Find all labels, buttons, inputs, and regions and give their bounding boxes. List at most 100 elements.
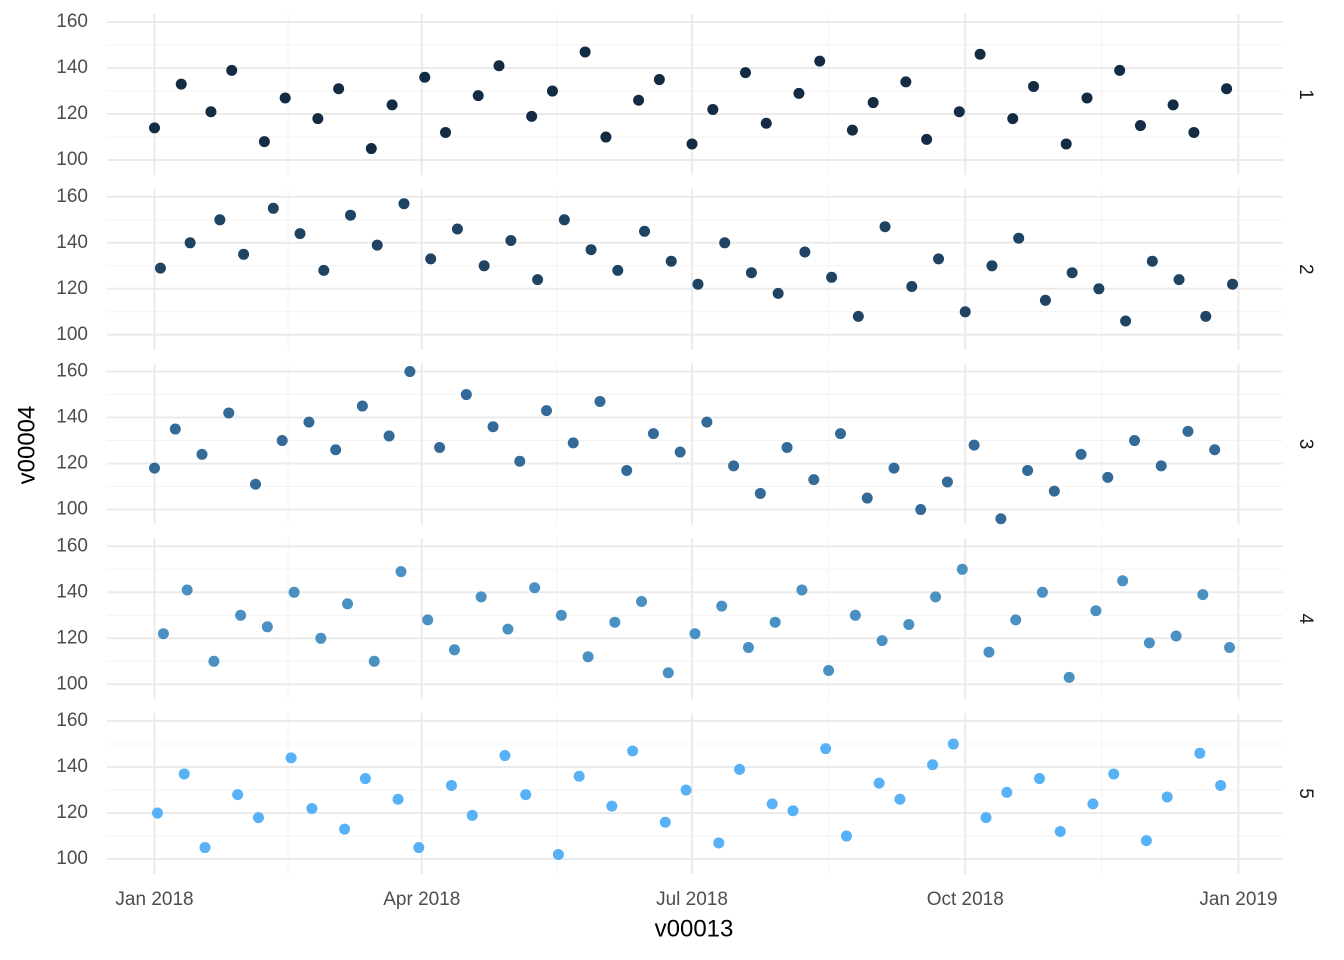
point [1215, 779, 1227, 791]
point [760, 117, 772, 129]
point [689, 628, 701, 640]
point [460, 389, 472, 401]
point [633, 94, 645, 106]
point [178, 768, 190, 780]
point [149, 462, 161, 474]
point [1224, 642, 1236, 653]
point [742, 642, 754, 653]
point [181, 584, 193, 596]
y-tick-label: 160 [56, 11, 88, 32]
y-tick-label: 100 [56, 324, 88, 345]
point [1039, 294, 1051, 306]
point [968, 439, 980, 451]
point [983, 646, 995, 658]
point [472, 90, 484, 102]
point [303, 416, 315, 428]
point [745, 267, 757, 279]
point [356, 400, 368, 412]
point [823, 665, 835, 676]
y-tick-label: 140 [56, 756, 88, 777]
y-tick-label: 140 [56, 57, 88, 78]
point [1188, 126, 1200, 138]
point [579, 46, 591, 58]
x-tick-label: Jan 2019 [1199, 889, 1277, 910]
point [1161, 791, 1173, 803]
point [1129, 435, 1141, 447]
point [342, 598, 354, 610]
point [876, 635, 888, 647]
point [1013, 232, 1025, 244]
point [413, 842, 425, 854]
point [739, 67, 751, 79]
point [285, 752, 297, 764]
y-tick-label: 100 [56, 848, 88, 869]
point [956, 563, 968, 575]
y-tick-label: 140 [56, 581, 88, 602]
point [1221, 83, 1233, 95]
x-tick-label: Jan 2018 [115, 889, 193, 910]
point [312, 113, 324, 125]
point [701, 416, 713, 428]
point [1197, 589, 1209, 601]
y-tick-label: 100 [56, 149, 88, 170]
point [974, 48, 986, 60]
point [1182, 425, 1194, 437]
point [526, 110, 538, 122]
point [582, 651, 594, 663]
point [1087, 798, 1099, 810]
point [1146, 255, 1158, 267]
point [294, 228, 306, 240]
point [1140, 835, 1152, 847]
point [609, 616, 621, 628]
y-tick-label: 120 [56, 802, 88, 823]
point [252, 812, 264, 824]
point [419, 71, 431, 83]
point [734, 763, 746, 775]
point [422, 614, 434, 626]
point [680, 784, 692, 796]
point [1010, 614, 1022, 626]
point [1200, 310, 1212, 322]
point [600, 131, 612, 143]
point [318, 264, 330, 276]
point [199, 842, 211, 854]
point [169, 423, 181, 435]
point [306, 802, 318, 814]
point [995, 513, 1007, 525]
point [151, 807, 163, 819]
point [1063, 671, 1075, 683]
point [1167, 99, 1179, 111]
point [149, 122, 161, 134]
point [330, 444, 342, 456]
point [766, 798, 778, 810]
point [448, 644, 460, 656]
point [552, 848, 564, 860]
point [826, 271, 838, 283]
point [906, 281, 918, 292]
point [392, 793, 404, 805]
point [820, 743, 832, 755]
point [1048, 485, 1060, 497]
point [840, 830, 852, 842]
point [1173, 274, 1185, 286]
point [398, 198, 410, 210]
point [365, 143, 377, 155]
point [793, 87, 805, 99]
point [1209, 444, 1221, 456]
point [276, 435, 288, 447]
point [333, 83, 345, 95]
point [573, 770, 585, 782]
point [606, 800, 618, 812]
point [707, 103, 719, 115]
point [636, 596, 648, 607]
point [754, 487, 766, 499]
point [846, 124, 858, 136]
point [1081, 92, 1093, 104]
point [849, 609, 861, 621]
point [359, 773, 371, 785]
y-tick-label: 160 [56, 361, 88, 382]
point [514, 455, 526, 467]
point [546, 85, 558, 97]
point [214, 214, 226, 226]
